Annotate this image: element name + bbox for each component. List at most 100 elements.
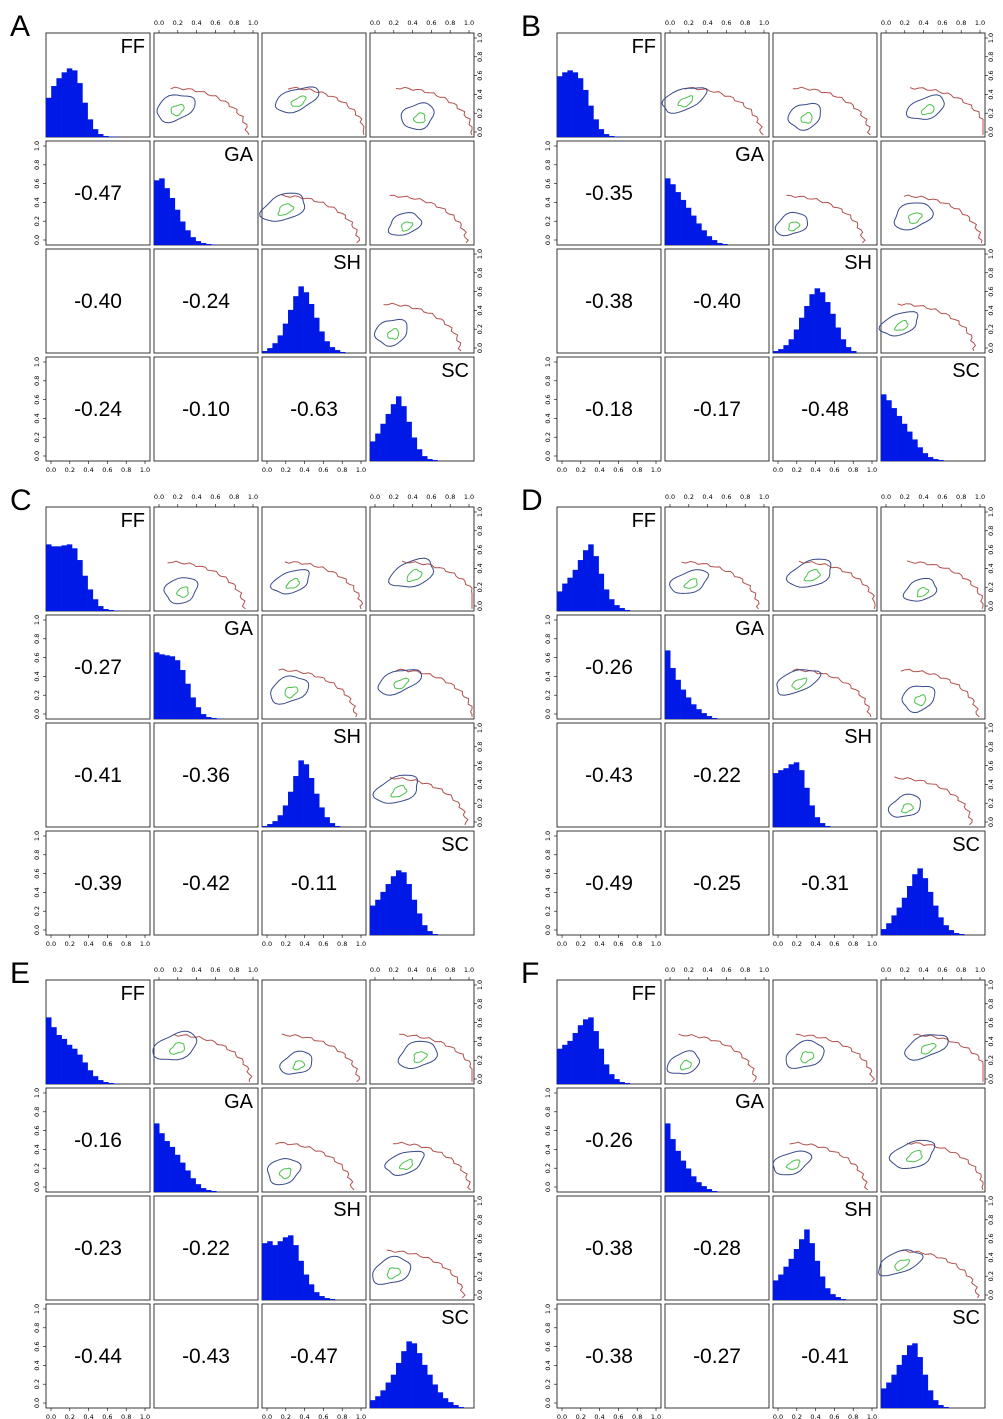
cell-SC-SC: SC: [880, 830, 986, 936]
histogram-bar: [159, 654, 165, 719]
histogram-bar: [262, 351, 268, 353]
histogram-bar: [825, 826, 831, 827]
tick-label: 0.2: [389, 493, 399, 501]
tick-label: 0.6: [33, 394, 41, 404]
tick-label: 0.0: [881, 493, 891, 501]
tick-label: 0.4: [299, 466, 309, 474]
contour-outer: [278, 668, 358, 718]
cell-GA-SH: [772, 140, 878, 246]
tick-label: 0.6: [544, 868, 552, 878]
tick-label: 1.0: [975, 493, 985, 501]
contour-inner: [679, 1059, 692, 1071]
histogram-bar: [799, 317, 805, 353]
histogram-bar: [211, 718, 217, 719]
contour-inner: [916, 586, 930, 598]
contour-inner: [400, 221, 414, 232]
tick-label: 1.0: [248, 966, 258, 974]
contour-middle: [878, 311, 919, 337]
histogram-bar: [51, 86, 57, 137]
cell-frame: [261, 1087, 367, 1193]
panel-letter: F: [521, 957, 539, 990]
tick-label: 0.0: [476, 1074, 484, 1084]
histogram-bar: [572, 569, 579, 611]
histogram-bar: [619, 608, 625, 611]
histogram-bar: [567, 577, 573, 611]
variable-label: FF: [121, 510, 145, 532]
cell-SC-SH: -0.11: [261, 830, 367, 936]
tick-label: 0.4: [407, 493, 417, 501]
histogram-bar: [783, 1266, 789, 1300]
histogram-bar: [799, 1239, 805, 1300]
tick-label: 0.0: [544, 925, 552, 935]
cell-frame: [556, 140, 662, 246]
cell-frame: [556, 722, 662, 828]
histogram-bar: [442, 1398, 449, 1408]
histogram-bar: [922, 1374, 929, 1408]
panel-B: B FF -0.35 GA -0.38 -0.40 SH -0.18 -0.17 -0.48 SC 0…: [521, 10, 995, 474]
tick-label: 0.2: [576, 466, 586, 474]
histogram-bar: [314, 317, 320, 353]
contour-outer: [170, 86, 250, 136]
histogram-bar: [788, 339, 795, 353]
cell-frame: [664, 614, 770, 720]
contour-inner: [290, 95, 307, 107]
contour-outer: [795, 1033, 875, 1083]
variable-label: GA: [735, 144, 765, 166]
cell-SC-SC: SC: [880, 1303, 986, 1409]
histogram-bar: [200, 1188, 207, 1192]
histogram-bar: [773, 773, 779, 827]
correlation-value: -0.47: [74, 182, 122, 205]
tick-label: 0.6: [613, 466, 623, 474]
histogram-bar: [557, 1048, 563, 1084]
histogram-bar: [154, 1123, 160, 1192]
tick-label: 0.4: [544, 1144, 552, 1154]
histogram-bar: [272, 343, 278, 353]
histogram-bar: [288, 791, 294, 827]
cell-GA-SC: [369, 140, 475, 246]
tick-label: 0.4: [544, 413, 552, 423]
histogram-bar: [696, 709, 702, 719]
histogram-bar: [572, 1033, 579, 1084]
tick-label: 0.8: [987, 742, 995, 752]
correlation-value: -0.42: [182, 872, 230, 895]
histogram-bar: [385, 1382, 392, 1408]
tick-label: 0.8: [337, 466, 347, 474]
cell-frame: [153, 979, 259, 1085]
histogram-bar: [174, 1154, 181, 1192]
histogram-bar: [262, 826, 268, 827]
tick-label: 0.6: [829, 940, 839, 948]
contour-inner: [390, 784, 408, 798]
cell-GA-SH: [261, 614, 367, 720]
histogram-bar: [422, 925, 428, 935]
contour-outer: [789, 1141, 869, 1191]
tick-label: 0.0: [370, 19, 380, 27]
histogram-bar: [108, 1083, 114, 1084]
variable-label: SC: [952, 1307, 980, 1329]
histogram-bar: [588, 1017, 594, 1084]
cell-frame: [664, 248, 770, 354]
tick-label: 1.0: [975, 966, 985, 974]
tick-label: 0.6: [33, 1125, 41, 1135]
cell-GA-FF: -0.35: [556, 140, 662, 246]
histogram-bar: [303, 764, 310, 827]
cell-GA-FF: -0.26: [556, 614, 662, 720]
contour-middle: [904, 1034, 949, 1061]
tick-label: 0.4: [191, 493, 201, 501]
tick-label: 0.6: [987, 70, 995, 80]
cell-FF-SC: [369, 32, 475, 138]
cell-frame: [772, 614, 878, 720]
histogram-bar: [195, 241, 202, 245]
tick-label: 1.0: [759, 19, 769, 27]
cell-frame: [880, 506, 986, 612]
histogram-bar: [933, 905, 939, 935]
tick-label: 0.8: [337, 1413, 347, 1419]
cell-frame: [261, 32, 367, 138]
histogram-bar: [298, 286, 304, 353]
histogram-bar: [819, 1276, 826, 1300]
histogram-bar: [696, 223, 702, 245]
tick-label: 0.2: [173, 966, 183, 974]
contour-middle: [163, 577, 199, 605]
tick-label: 1.0: [975, 19, 985, 27]
histogram-bar: [108, 610, 114, 611]
cell-frame: [153, 32, 259, 138]
